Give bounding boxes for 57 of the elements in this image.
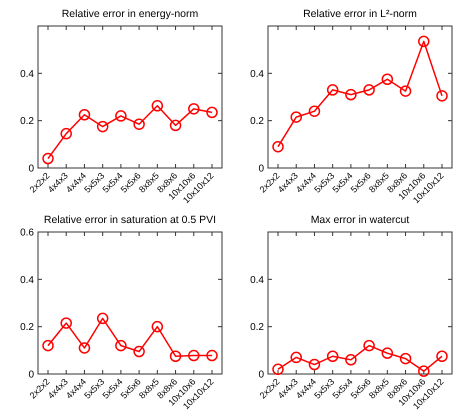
point — [42, 152, 54, 164]
point — [308, 358, 320, 370]
point — [96, 120, 108, 132]
point — [152, 100, 164, 112]
point — [170, 120, 182, 132]
point — [290, 352, 302, 364]
y-tick-label: 0.4 — [250, 274, 264, 286]
y-tick-label: 0 — [258, 370, 264, 380]
point — [382, 74, 394, 85]
point — [60, 128, 72, 140]
y-tick-label: 0.4 — [20, 274, 34, 286]
point — [363, 84, 375, 96]
y-tick-label: 0.4 — [20, 68, 34, 80]
y-tick-label: 0.2 — [250, 116, 264, 128]
point — [326, 350, 338, 362]
point — [345, 354, 357, 366]
point — [78, 342, 90, 354]
point — [418, 365, 430, 377]
point — [170, 350, 182, 362]
point — [60, 317, 72, 329]
point — [400, 352, 412, 364]
point — [272, 364, 284, 376]
chart-title: Relative error in saturation at 0.5 PVI — [44, 214, 216, 226]
point — [152, 320, 164, 332]
point — [436, 90, 448, 102]
point — [400, 85, 412, 97]
point — [133, 118, 145, 130]
point — [363, 340, 375, 352]
y-tick-label: 0.6 — [20, 228, 34, 238]
y-tick-label: 0.2 — [20, 116, 34, 128]
point — [418, 36, 430, 48]
y-tick-label: 0 — [258, 164, 264, 174]
point — [133, 346, 145, 358]
chart-title: Max error in watercut — [310, 214, 410, 226]
point — [115, 340, 127, 352]
point — [96, 312, 108, 324]
point — [206, 106, 218, 118]
point — [290, 111, 302, 123]
y-tick-label: 0 — [28, 164, 34, 174]
point — [206, 350, 218, 362]
point — [188, 350, 200, 362]
point — [345, 88, 357, 100]
y-tick-label: 0 — [28, 370, 34, 380]
chart-title: Relative error in energy-norm — [62, 8, 199, 20]
y-tick-label: 0.2 — [20, 322, 34, 334]
chart-title: Relative error in L²-norm — [303, 8, 418, 20]
point — [115, 110, 127, 122]
point — [326, 84, 338, 96]
y-tick-label: 0.4 — [250, 68, 264, 80]
point — [42, 340, 54, 352]
y-tick-label: 0.2 — [250, 322, 264, 334]
point — [78, 109, 90, 120]
point — [272, 140, 284, 152]
point — [188, 103, 200, 115]
point — [436, 350, 448, 362]
point — [382, 347, 394, 359]
point — [308, 105, 320, 117]
